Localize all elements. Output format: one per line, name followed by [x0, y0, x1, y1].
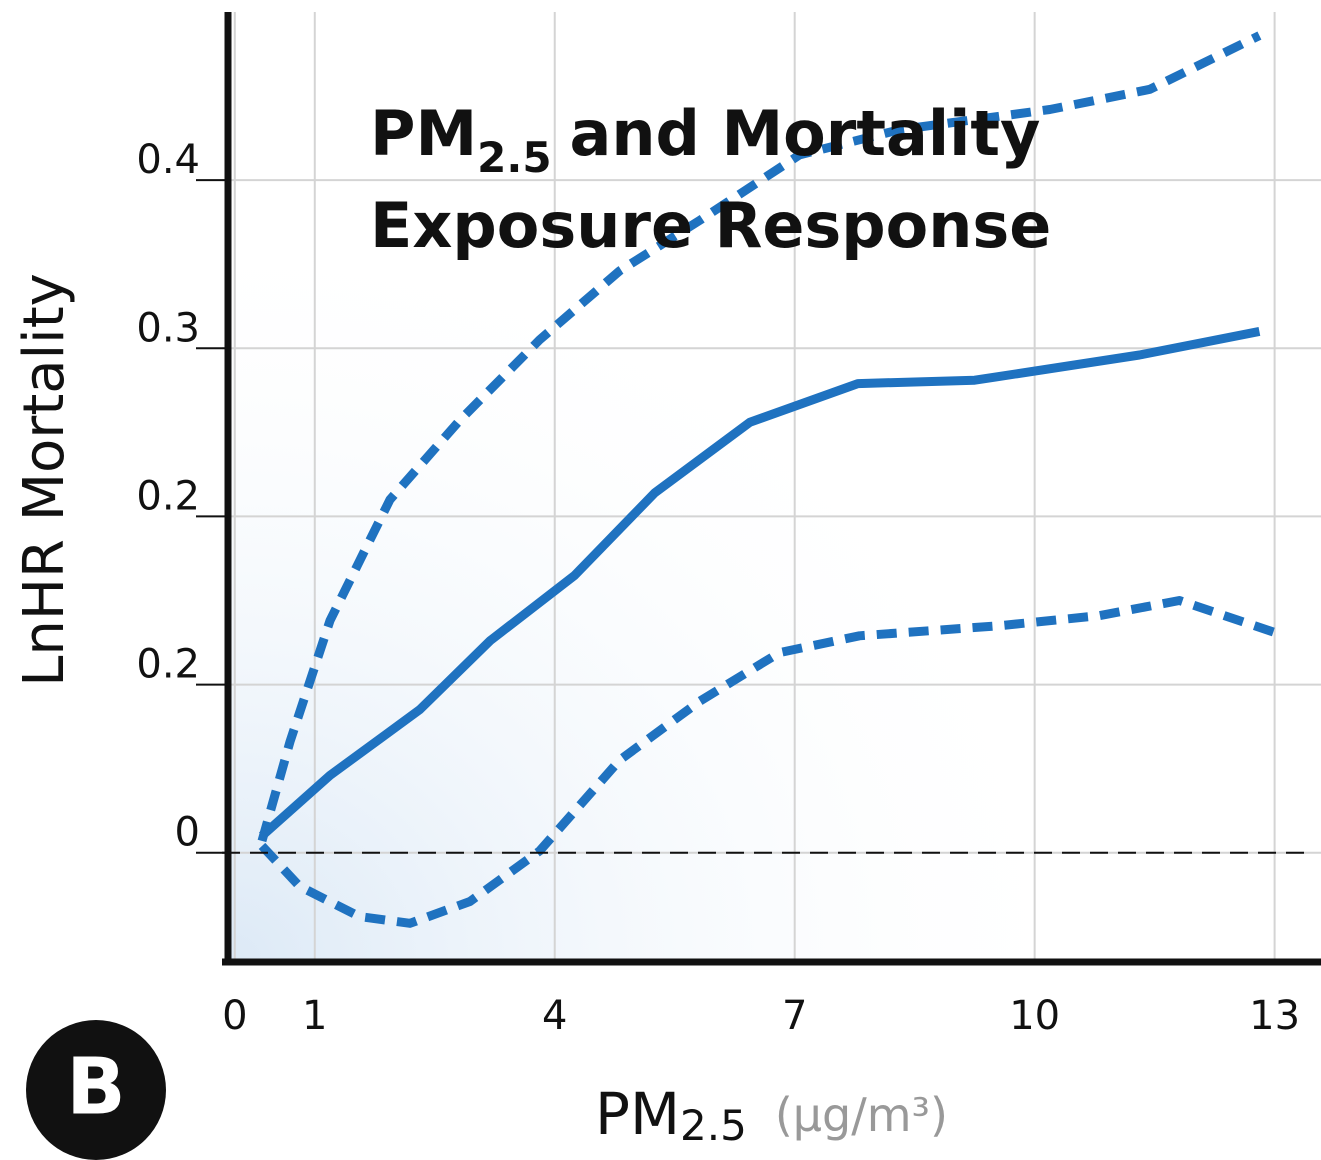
title-subscript: 2.5 — [477, 133, 551, 182]
title-text: and Mortality — [570, 97, 1041, 170]
x-label-unit: (µg/m³) — [775, 1088, 948, 1142]
y-tick-label: 0.3 — [136, 305, 200, 351]
x-tick-label: 4 — [542, 993, 567, 1039]
chart-title-line2: Exposure Response — [370, 189, 1051, 262]
chart-title: PM2.5 and Mortality — [370, 97, 1040, 181]
panel-label: B — [66, 1042, 125, 1132]
x-tick-label: 10 — [1009, 993, 1060, 1039]
x-label-text: PM — [595, 1080, 680, 1148]
x-axis-label: PM2.5 (µg/m³) — [595, 1080, 948, 1149]
grid — [222, 12, 1321, 962]
y-tick-label: 0 — [175, 810, 200, 856]
panel-badge — [26, 1020, 166, 1160]
x-tick-label: 13 — [1249, 993, 1300, 1039]
x-tick-label: 7 — [782, 993, 807, 1039]
title-text: PM — [370, 97, 477, 170]
x-tick-label: 0 — [222, 993, 247, 1039]
y-tick-label: 0.2 — [136, 473, 200, 519]
y-tick-label: 0.4 — [136, 137, 200, 183]
y-axis-label: LnHR Mortality — [12, 273, 77, 687]
series-line — [259, 327, 1261, 840]
series-line — [257, 31, 1262, 843]
x-label-subscript: 2.5 — [680, 1101, 747, 1150]
marks — [257, 31, 1277, 928]
y-tick-label: 0.2 — [136, 642, 200, 688]
x-tick-label: 1 — [302, 993, 327, 1039]
series-line — [258, 595, 1277, 928]
